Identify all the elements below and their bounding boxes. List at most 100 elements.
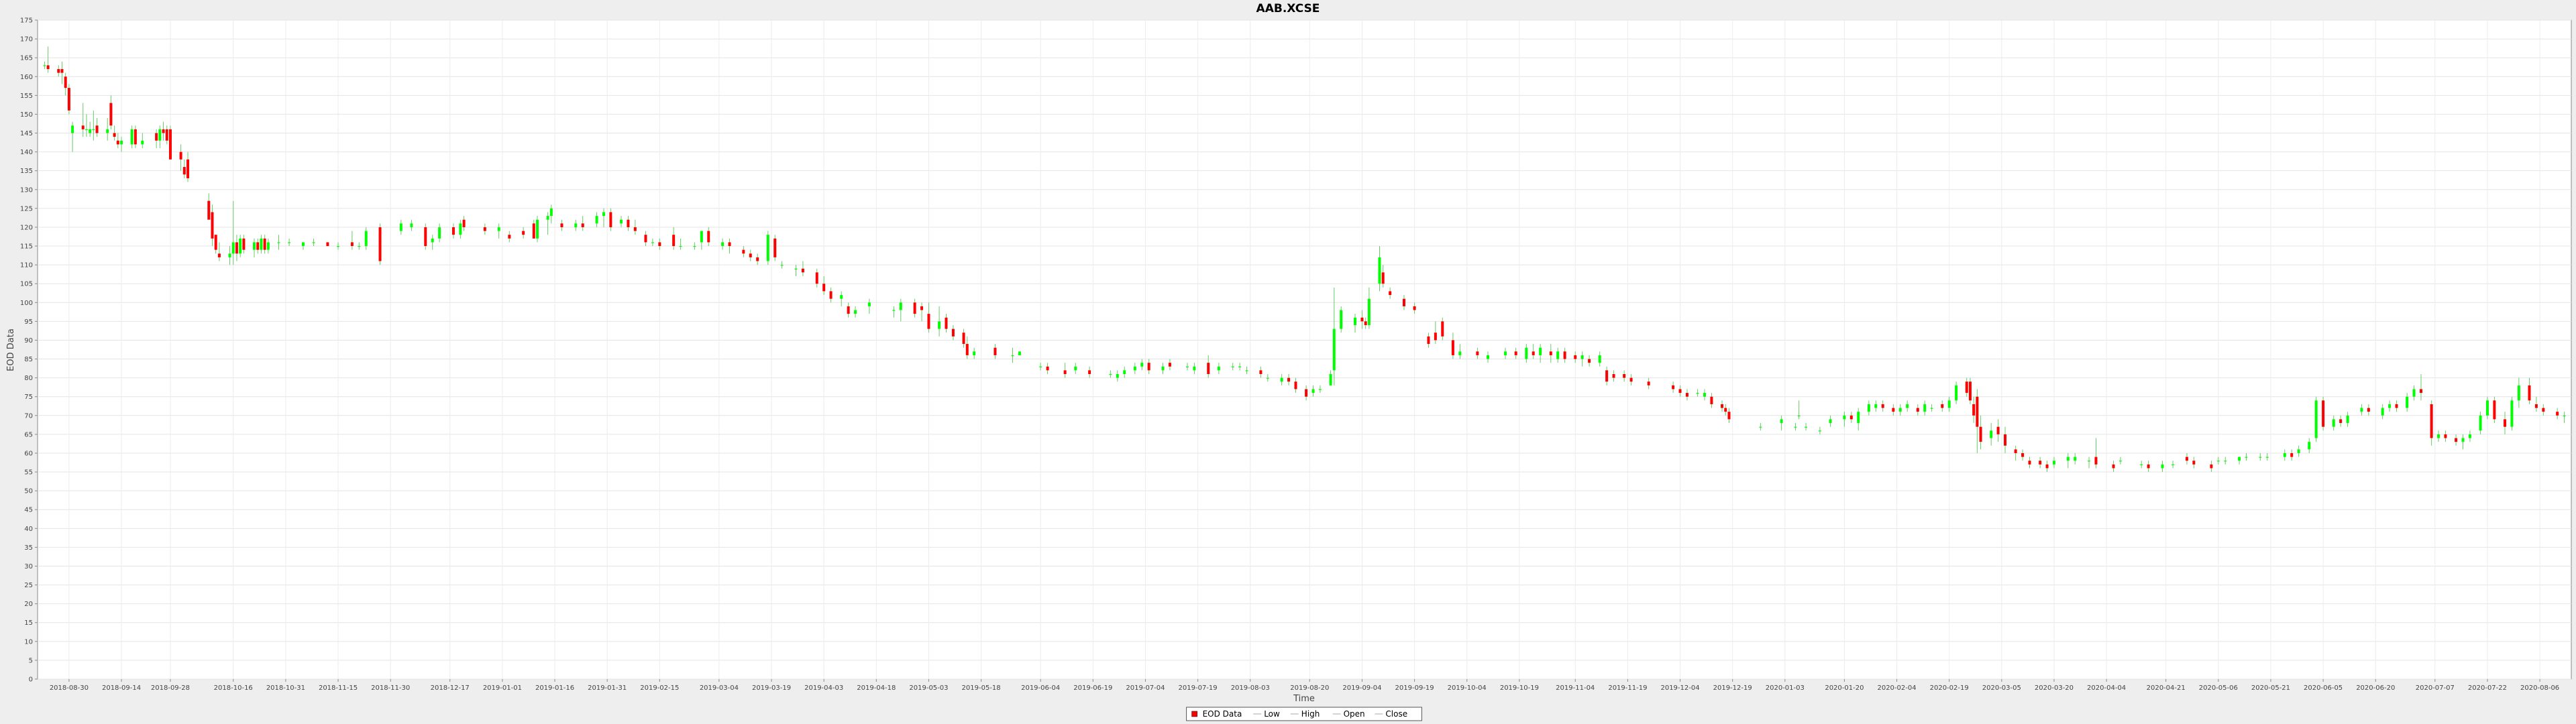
candle-body [2332,419,2335,427]
x-tick-label: 2020-01-03 [1766,684,1805,692]
candle-body [867,302,871,306]
candle-body [2485,400,2489,416]
candle-body [133,129,137,145]
candle-body [451,227,455,235]
candle-body [483,227,486,231]
candle-body [1623,374,1626,378]
candle-body [2094,457,2098,465]
y-tick-label: 150 [20,111,33,119]
candle-body [633,227,637,231]
candle-body [1881,404,1884,408]
candle-body [1955,385,1958,401]
candle-body [1990,430,1993,438]
candle-body [965,344,969,355]
candle-body [658,242,661,247]
candle-body [2412,389,2416,397]
candle-body [2517,385,2520,401]
x-tick-label: 2019-11-04 [1556,684,1595,692]
candle-body [85,129,88,131]
candle-body [1721,404,1724,408]
candle-body [1965,381,1968,394]
candle-body [217,253,221,257]
candle-body [1672,385,1675,389]
candle-body [1074,366,1077,371]
candle-body [1147,363,1150,371]
candle-body [892,310,896,311]
candle-body [120,140,123,145]
candle-body [1727,412,1731,420]
candle-body [620,219,623,224]
candle-body [1976,396,1979,427]
y-tick-label: 125 [20,205,33,213]
candle-body [89,129,92,133]
candle-body [1898,408,1902,412]
candle-body [1525,347,1528,359]
y-tick-label: 30 [24,563,33,570]
candle-body [242,238,246,250]
candle-body [1818,430,1821,432]
candle-body [1311,389,1315,394]
candle-body [1451,340,1454,355]
candle-body [1287,377,1291,382]
x-tick-label: 2018-12-17 [431,684,470,692]
x-tick-label: 2019-11-19 [1608,684,1647,692]
y-tick-label: 120 [20,224,33,231]
candle-body [829,291,833,299]
candle-body [1514,351,1517,355]
candle-body [2367,408,2370,412]
y-tick-label: 10 [24,638,33,646]
candle-body [158,129,162,141]
x-tick-label: 2020-05-06 [2199,684,2238,692]
legend-label: High [1301,709,1320,719]
candle-body [155,133,158,141]
candle-body [2528,385,2531,401]
x-axis: 2018-08-30 2018-09-14 2018-09-28 2018-10-16… [50,679,2559,692]
candle-body [141,140,144,145]
candle-body [913,302,916,314]
candle-body [1941,404,1944,408]
candle-body [358,246,361,247]
candle-body [1305,389,1308,397]
x-tick-label: 2019-01-31 [588,684,627,692]
candle-body [1360,317,1364,322]
y-tick-label: 20 [24,601,33,608]
x-tick-label: 2020-02-19 [1930,684,1969,692]
candle-body [277,242,280,243]
candle-body [1724,408,1727,412]
candle-body [609,212,612,227]
candle-body [81,125,85,129]
candle-body [109,103,113,126]
candle-body [1829,419,1832,424]
candle-body [71,125,74,133]
candle-body [773,238,777,257]
candle-body [1539,347,1542,355]
x-tick-label: 2018-10-16 [214,684,253,692]
y-tick-label: 105 [20,281,33,288]
x-tick-label: 2019-03-19 [752,684,791,692]
candle-body [130,129,133,145]
candle-body [378,227,382,261]
candle-body [1532,351,1535,355]
y-tick-label: 85 [24,356,33,363]
x-tick-label: 2019-01-16 [535,684,574,692]
candle-body [2388,404,2392,408]
candle-body [1441,321,1444,337]
x-tick-label: 2019-09-19 [1395,684,1434,692]
candle-body [256,242,260,250]
candle-body [1612,374,1615,378]
candle-body [2210,464,2213,469]
candle-body [1354,317,1357,325]
candle-body [301,242,305,247]
candle-body [60,69,64,73]
candle-body [1759,426,1762,428]
candle-body [2192,461,2196,465]
candle-body [1979,426,1982,442]
candle-body [1280,377,1283,382]
candle-body [252,242,256,250]
candle-body [231,242,235,254]
x-tick-label: 2019-10-04 [1448,684,1487,692]
candle-body [179,152,182,160]
candle-body [574,223,578,227]
candle-body [235,242,238,254]
candle-body [106,129,109,133]
